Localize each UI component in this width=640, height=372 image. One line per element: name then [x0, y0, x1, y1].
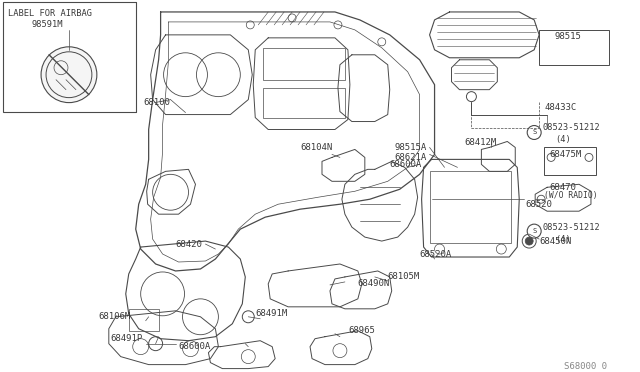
Text: 68470: 68470 [549, 183, 576, 192]
Bar [263, 88, 345, 118]
Text: 68600A: 68600A [390, 160, 422, 169]
Text: S68000 0: S68000 0 [564, 362, 607, 371]
Text: 68491M: 68491M [255, 309, 287, 318]
Text: (4): (4) [555, 235, 571, 244]
Circle shape [527, 125, 541, 140]
Text: 68600A: 68600A [179, 342, 211, 351]
Text: 08523-51212: 08523-51212 [542, 222, 600, 232]
Text: 68105M: 68105M [388, 272, 420, 282]
Circle shape [41, 47, 97, 103]
Bar [129, 309, 159, 331]
Bar [3, 2, 136, 112]
Text: LABEL FOR AIRBAG: LABEL FOR AIRBAG [8, 9, 92, 19]
Text: 08523-51212: 08523-51212 [542, 123, 600, 132]
Text: 98515: 98515 [554, 32, 581, 41]
Text: 68100: 68100 [143, 98, 170, 107]
Text: 68621A: 68621A [395, 153, 427, 162]
Text: 68420: 68420 [175, 240, 202, 248]
Bar [539, 30, 609, 65]
Text: (4): (4) [555, 135, 571, 144]
Text: 68491P: 68491P [111, 334, 143, 343]
Text: 68520: 68520 [525, 200, 552, 209]
Bar [263, 48, 345, 80]
Text: 48433C: 48433C [544, 103, 577, 112]
Text: 98591M: 98591M [31, 20, 63, 29]
Text: 68450N: 68450N [539, 237, 572, 246]
Text: 68965: 68965 [348, 326, 375, 335]
Text: 68520A: 68520A [420, 250, 452, 259]
Text: 68475M: 68475M [549, 150, 581, 159]
Text: 68104N: 68104N [300, 143, 332, 152]
Text: (W/O RADIO): (W/O RADIO) [544, 191, 598, 200]
Bar [429, 171, 511, 243]
Text: 68412M: 68412M [465, 138, 497, 147]
Text: 68106M: 68106M [99, 312, 131, 321]
Text: 68490N: 68490N [358, 279, 390, 288]
Circle shape [525, 237, 533, 245]
Bar [544, 147, 596, 175]
Text: S: S [532, 129, 536, 135]
Circle shape [527, 224, 541, 238]
Text: S: S [532, 228, 536, 234]
Text: 98515A: 98515A [395, 143, 427, 152]
